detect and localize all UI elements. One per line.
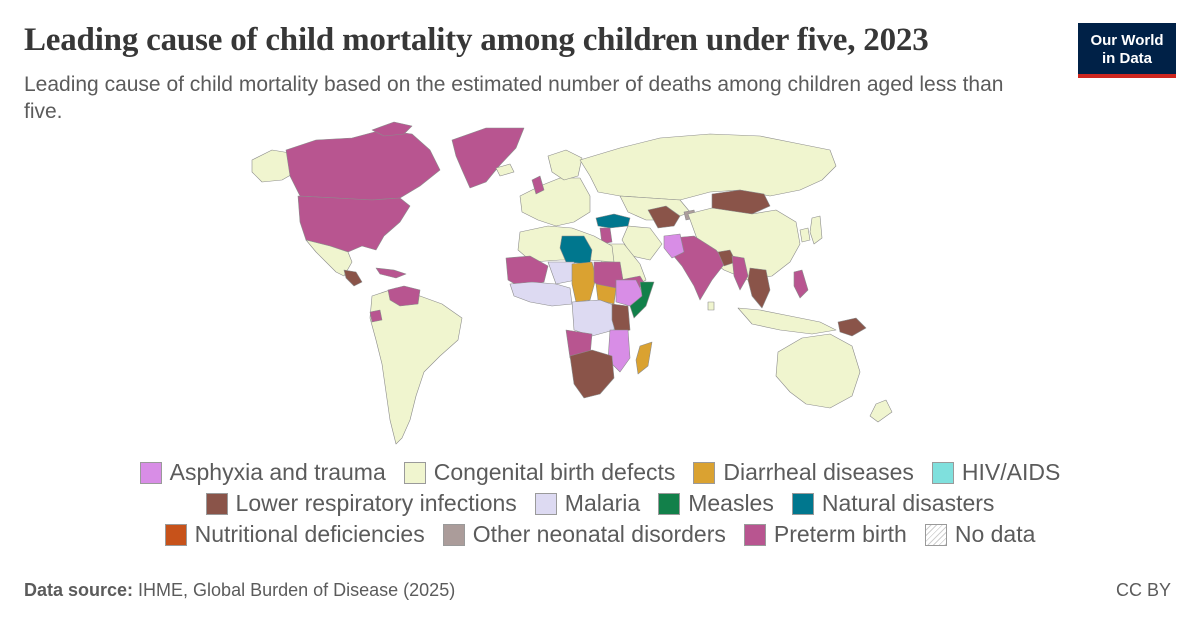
- region-somalia[interactable]: [629, 281, 655, 319]
- chart-subtitle: Leading cause of child mortality based o…: [24, 73, 1004, 123]
- legend-swatch: [693, 461, 716, 484]
- region-caribbean[interactable]: [375, 267, 407, 279]
- region-pakistan-west[interactable]: [663, 233, 685, 259]
- region-korea[interactable]: [799, 227, 811, 243]
- region-iceland[interactable]: [495, 163, 515, 177]
- region-canada[interactable]: [285, 129, 441, 201]
- region-philippines[interactable]: [793, 269, 809, 299]
- data-source-text: IHME, Global Burden of Disease (2025): [133, 580, 456, 600]
- region-indonesia[interactable]: [737, 307, 837, 335]
- region-japan[interactable]: [809, 215, 823, 245]
- region-levant[interactable]: [599, 227, 613, 245]
- legend-swatch: [403, 461, 426, 484]
- legend-label: Nutritional deficiencies: [194, 521, 425, 547]
- legend-swatch: [534, 492, 557, 515]
- legend-row: Lower respiratory infections Malaria Measl…: [0, 488, 1200, 519]
- legend-swatch: [743, 523, 766, 546]
- region-turkey[interactable]: [595, 213, 631, 229]
- region-scandinavia[interactable]: [547, 149, 583, 181]
- legend-label: Measles: [688, 490, 774, 516]
- legend-swatch: [658, 492, 681, 515]
- region-greenland[interactable]: [451, 127, 525, 189]
- region-venezuela[interactable]: [387, 285, 421, 307]
- legend-label: Preterm birth: [773, 521, 907, 547]
- legend-label: No data: [954, 521, 1036, 547]
- region-russia[interactable]: [579, 133, 837, 201]
- region-iran[interactable]: [621, 225, 663, 261]
- legend-item[interactable]: Other neonatal disorders: [442, 521, 726, 548]
- legend-item[interactable]: Preterm birth: [743, 521, 907, 548]
- legend-swatch: [205, 492, 228, 515]
- legend-item[interactable]: Lower respiratory infections: [205, 490, 517, 517]
- data-source-label: Data source:: [24, 580, 134, 600]
- legend-label: Malaria: [564, 490, 641, 516]
- region-alaska[interactable]: [251, 149, 297, 183]
- region-europe[interactable]: [519, 177, 591, 227]
- map-legend: Asphyxia and trauma Congenital birth defe…: [0, 457, 1200, 550]
- legend-swatch: [164, 523, 187, 546]
- region-central-africa[interactable]: [571, 299, 617, 337]
- legend-item[interactable]: Malaria: [534, 490, 641, 517]
- legend-swatch: [442, 523, 465, 546]
- region-australia[interactable]: [775, 333, 861, 409]
- our-world-in-data-logo[interactable]: Our World in Data: [1078, 23, 1176, 78]
- legend-swatch: [931, 461, 954, 484]
- license-link[interactable]: CC BY: [1116, 580, 1172, 600]
- legend-item[interactable]: No data: [924, 521, 1036, 548]
- legend-swatch: [791, 492, 814, 515]
- legend-swatch: [924, 523, 947, 546]
- legend-label: HIV/AIDS: [961, 459, 1061, 485]
- legend-item[interactable]: HIV/AIDS: [931, 459, 1061, 486]
- legend-item[interactable]: Nutritional deficiencies: [164, 521, 425, 548]
- legend-label: Lower respiratory infections: [235, 490, 517, 516]
- legend-label: Other neonatal disorders: [472, 521, 726, 547]
- legend-item[interactable]: Diarrheal diseases: [693, 459, 914, 486]
- region-new-zealand[interactable]: [869, 399, 893, 423]
- logo-line-1: Our World: [1090, 32, 1164, 49]
- region-east-africa[interactable]: [611, 303, 631, 335]
- region-ecuador[interactable]: [369, 309, 383, 323]
- chart-title: Leading cause of child mortality among c…: [24, 22, 929, 58]
- region-myanmar[interactable]: [731, 255, 749, 291]
- legend-row: Asphyxia and trauma Congenital birth defe…: [0, 457, 1200, 488]
- region-nigeria-diarrheal[interactable]: [571, 261, 597, 303]
- region-south-america[interactable]: [369, 287, 463, 445]
- legend-label: Diarrheal diseases: [723, 459, 914, 485]
- logo-line-2: in Data: [1101, 50, 1152, 67]
- legend-label: Asphyxia and trauma: [169, 459, 386, 485]
- region-arctic-islands[interactable]: [371, 121, 413, 137]
- legend-label: Congenital birth defects: [433, 459, 676, 485]
- region-afghanistan-pakistan[interactable]: [647, 205, 681, 229]
- region-madagascar[interactable]: [635, 341, 653, 375]
- legend-item[interactable]: Congenital birth defects: [403, 459, 676, 486]
- legend-item[interactable]: Natural disasters: [791, 490, 995, 517]
- legend-label: Natural disasters: [821, 490, 995, 516]
- region-uk[interactable]: [531, 175, 545, 195]
- legend-row: Nutritional deficiencies Other neonatal d…: [0, 519, 1200, 550]
- region-southern-africa[interactable]: [569, 349, 615, 399]
- legend-item[interactable]: Measles: [658, 490, 774, 517]
- region-india[interactable]: [671, 235, 727, 301]
- legend-swatch: [139, 461, 162, 484]
- data-source: Data source: IHME, Global Burden of Dise…: [24, 580, 455, 601]
- region-png[interactable]: [837, 317, 867, 337]
- region-mexico[interactable]: [305, 239, 353, 277]
- region-west-africa-malaria[interactable]: [509, 281, 573, 307]
- region-sahel-west[interactable]: [505, 255, 549, 289]
- region-central-america[interactable]: [343, 269, 363, 287]
- region-indochina[interactable]: [747, 267, 771, 309]
- legend-item[interactable]: Asphyxia and trauma: [139, 459, 386, 486]
- region-sri-lanka[interactable]: [707, 301, 715, 311]
